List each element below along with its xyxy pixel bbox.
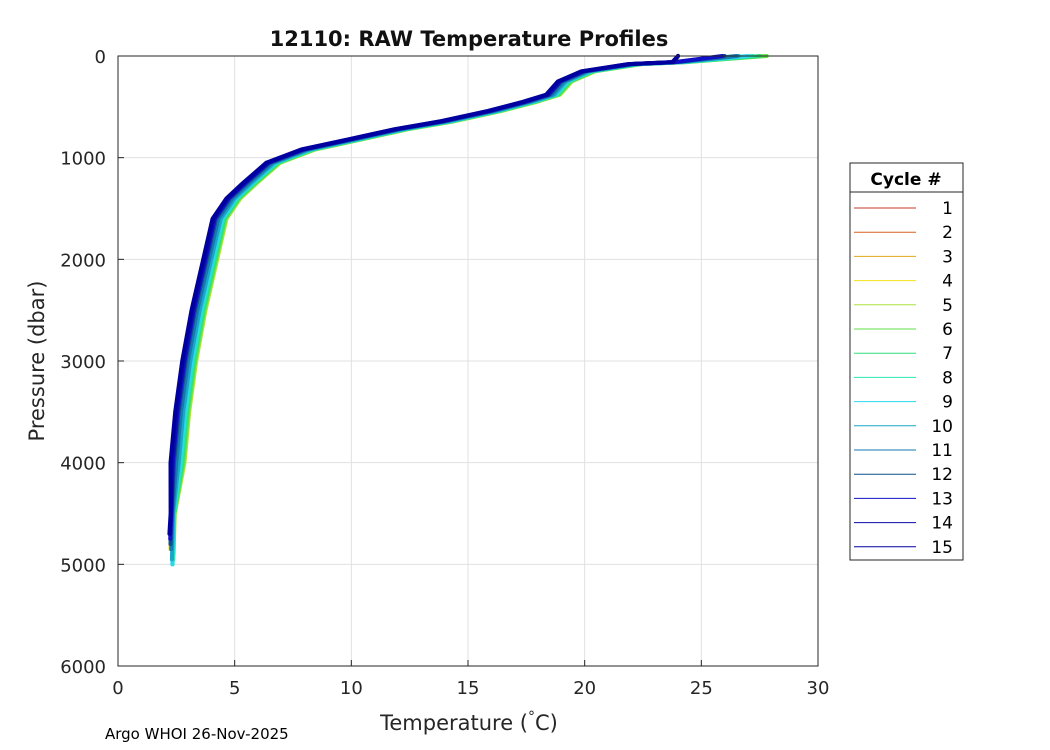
x-axis-label-text: Temperature ( xyxy=(379,711,528,735)
legend-box xyxy=(849,162,964,561)
x-axis-label-degree: ° xyxy=(528,709,535,725)
x-axis-label: Temperature (°C) xyxy=(379,709,558,735)
profile-series xyxy=(167,54,769,567)
x-tick-label: 25 xyxy=(690,678,713,699)
legend-label-2: 2 xyxy=(942,223,953,243)
legend-label-4: 4 xyxy=(942,272,953,292)
x-tick-label: 5 xyxy=(229,678,240,699)
legend-label-8: 8 xyxy=(942,368,953,388)
chart-title: 12110: RAW Temperature Profiles xyxy=(270,27,669,51)
legend-label-9: 9 xyxy=(942,393,953,413)
legend-label-7: 7 xyxy=(942,344,953,364)
x-tick-label: 30 xyxy=(807,678,830,699)
y-tick-label: 5000 xyxy=(60,555,106,576)
y-tick-label: 0 xyxy=(95,47,106,68)
x-tick-label: 0 xyxy=(112,678,123,699)
footer-credit: Argo WHOI 26-Nov-2025 xyxy=(105,725,289,743)
x-tick-label: 15 xyxy=(457,678,480,699)
legend-label-5: 5 xyxy=(942,296,953,316)
legend-label-11: 11 xyxy=(931,441,953,461)
grid-lines xyxy=(118,56,818,666)
legend-label-12: 12 xyxy=(931,465,953,485)
profile-line-cycle-15 xyxy=(167,54,680,536)
legend-label-13: 13 xyxy=(931,489,953,509)
y-axis-label: Pressure (dbar) xyxy=(25,281,49,442)
legend-label-14: 14 xyxy=(931,514,953,534)
legend-label-15: 15 xyxy=(931,538,953,558)
legend-title: Cycle # xyxy=(870,170,941,190)
legend-label-3: 3 xyxy=(942,247,953,267)
x-axis-ticks: 0 5 10 15 20 25 30 xyxy=(112,660,829,699)
y-axis-ticks: 0 1000 2000 3000 4000 5000 6000 xyxy=(60,47,124,678)
y-tick-label: 1000 xyxy=(60,149,106,170)
x-tick-label: 10 xyxy=(340,678,363,699)
x-tick-label: 20 xyxy=(573,678,596,699)
legend-label-10: 10 xyxy=(931,417,953,437)
legend-label-6: 6 xyxy=(942,320,953,340)
legend-label-1: 1 xyxy=(942,199,953,219)
y-tick-label: 3000 xyxy=(60,352,106,373)
y-tick-label: 6000 xyxy=(60,657,106,678)
y-tick-label: 4000 xyxy=(60,454,106,475)
y-tick-label: 2000 xyxy=(60,250,106,271)
x-axis-label-unit: C) xyxy=(535,711,558,735)
